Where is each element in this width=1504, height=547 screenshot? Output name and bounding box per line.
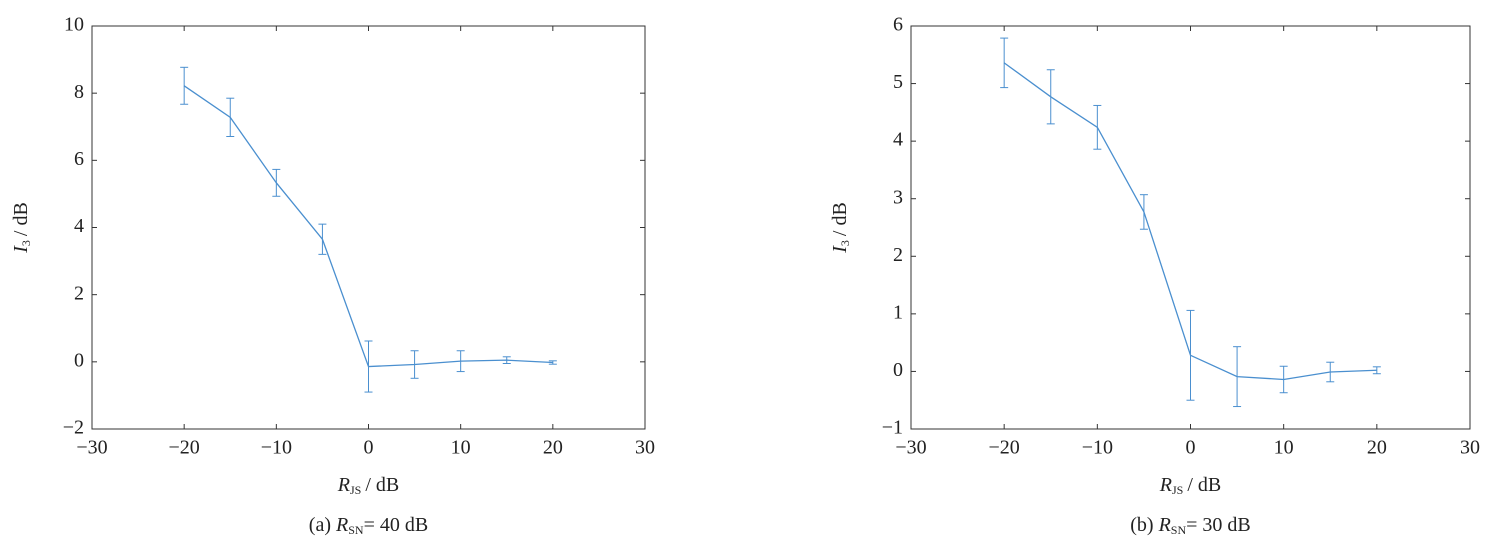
error-bar xyxy=(548,360,557,365)
subscript: SN xyxy=(1171,523,1187,537)
unit: / dB xyxy=(365,474,399,496)
y-tick-label: 8 xyxy=(74,81,84,103)
error-bar xyxy=(1233,346,1242,408)
error-bar xyxy=(1326,361,1335,383)
y-tick-label: 6 xyxy=(893,14,903,36)
error-bar xyxy=(1186,309,1195,401)
unit: / dB xyxy=(829,202,851,236)
symbol: I xyxy=(10,245,32,254)
y-tick-label: 6 xyxy=(74,148,84,170)
prefix: (a) xyxy=(309,514,331,536)
data-line xyxy=(183,85,553,368)
error-bar xyxy=(410,350,419,379)
y-tick-label: 10 xyxy=(64,14,84,36)
error-bar xyxy=(1372,366,1381,375)
subscript: 3 xyxy=(838,240,852,246)
x-tick-label: −30 xyxy=(76,437,107,459)
caption: (b) RSN= 30 dB xyxy=(1130,514,1251,537)
prefix: (b) xyxy=(1130,514,1153,536)
subscript: JS xyxy=(1172,483,1183,497)
x-tick-label: −20 xyxy=(169,437,200,459)
x-tick-label: 10 xyxy=(451,437,471,459)
y-tick-label: 1 xyxy=(893,301,903,323)
x-axis-label: RJS / dB xyxy=(337,474,399,497)
rest: = 40 dB xyxy=(364,514,429,536)
subscript: JS xyxy=(350,483,361,497)
symbol: R xyxy=(1159,474,1172,496)
caption: (a) RSN= 40 dB xyxy=(309,514,428,537)
error-bar xyxy=(502,356,511,365)
x-tick-label: −10 xyxy=(261,437,292,459)
x-tick-label: 0 xyxy=(1186,437,1196,459)
rest: = 30 dB xyxy=(1186,514,1251,536)
y-tick-label: 2 xyxy=(74,282,84,304)
x-tick-label: 0 xyxy=(364,437,374,459)
error-bar xyxy=(364,340,373,393)
y-axis-label: I3 / dB xyxy=(829,202,852,254)
x-tick-label: 20 xyxy=(1367,437,1387,459)
y-tick-label: −1 xyxy=(882,417,903,439)
x-tick-label: 10 xyxy=(1274,437,1294,459)
subscript: 3 xyxy=(19,240,33,246)
error-bar xyxy=(1139,194,1148,230)
x-tick-label: 20 xyxy=(543,437,563,459)
error-bar xyxy=(1000,37,1009,89)
error-bar xyxy=(180,66,189,105)
x-tick-label: −20 xyxy=(989,437,1020,459)
y-tick-label: 4 xyxy=(893,129,903,151)
x-tick-label: −30 xyxy=(895,437,926,459)
x-tick-label: −10 xyxy=(1082,437,1113,459)
y-tick-label: −2 xyxy=(63,417,84,439)
error-bar xyxy=(456,350,465,373)
y-tick-label: 2 xyxy=(893,244,903,266)
unit: / dB xyxy=(1187,474,1221,496)
error-bar xyxy=(272,168,281,197)
x-axis-label: RJS / dB xyxy=(1159,474,1221,497)
symbol: R xyxy=(335,514,348,536)
y-tick-label: 0 xyxy=(893,359,903,381)
error-bar xyxy=(318,223,327,255)
y-tick-label: 5 xyxy=(893,71,903,93)
error-bar xyxy=(1279,365,1288,394)
error-bar xyxy=(1093,104,1102,150)
y-tick-label: 3 xyxy=(893,186,903,208)
x-tick-label: 30 xyxy=(635,437,655,459)
y-tick-label: 4 xyxy=(74,215,84,237)
symbol: R xyxy=(1158,514,1171,536)
error-bar xyxy=(1046,69,1055,125)
unit: / dB xyxy=(10,202,32,236)
x-tick-label: 30 xyxy=(1460,437,1480,459)
subscript: SN xyxy=(348,523,364,537)
y-axis-label: I3 / dB xyxy=(10,202,33,254)
y-tick-label: 0 xyxy=(74,349,84,371)
symbol: R xyxy=(337,474,350,496)
symbol: I xyxy=(829,245,851,254)
error-bar xyxy=(226,97,235,137)
